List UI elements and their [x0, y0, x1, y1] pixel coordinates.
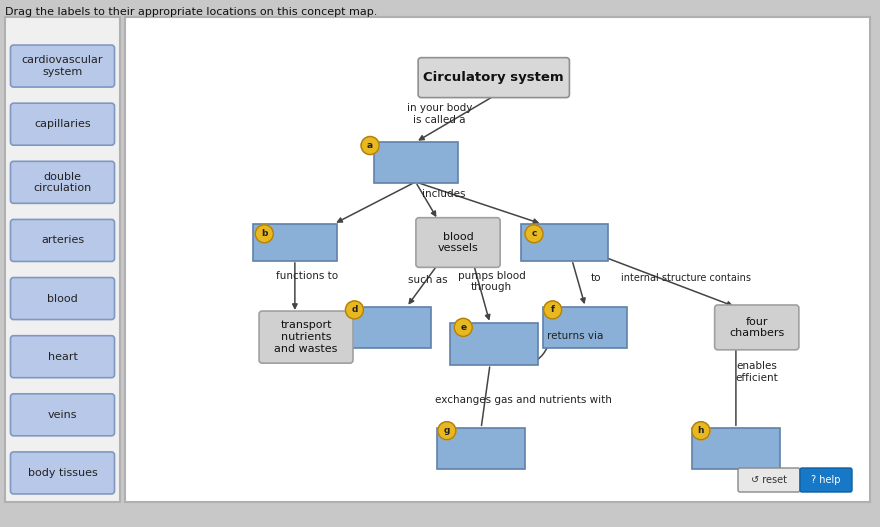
FancyBboxPatch shape — [11, 278, 114, 319]
Text: g: g — [444, 426, 450, 435]
FancyBboxPatch shape — [11, 336, 114, 378]
Text: internal structure contains: internal structure contains — [621, 273, 751, 283]
Text: Drag the labels to their appropriate locations on this concept map.: Drag the labels to their appropriate loc… — [5, 7, 378, 17]
Text: h: h — [698, 426, 704, 435]
Text: enables
efficient: enables efficient — [736, 361, 778, 383]
Text: arteries: arteries — [41, 236, 84, 246]
FancyBboxPatch shape — [11, 394, 114, 436]
Circle shape — [438, 422, 456, 440]
Text: cardiovascular
system: cardiovascular system — [22, 55, 103, 77]
FancyBboxPatch shape — [437, 428, 525, 469]
FancyBboxPatch shape — [800, 468, 852, 492]
Text: blood: blood — [48, 294, 77, 304]
Text: transport
nutrients
and wastes: transport nutrients and wastes — [275, 320, 338, 354]
FancyBboxPatch shape — [11, 452, 114, 494]
Text: a: a — [367, 141, 373, 150]
Circle shape — [361, 136, 379, 154]
Text: in your body
is called a: in your body is called a — [407, 103, 472, 125]
FancyBboxPatch shape — [253, 224, 337, 261]
FancyBboxPatch shape — [692, 428, 780, 469]
Text: pumps blood
through: pumps blood through — [458, 270, 525, 292]
FancyBboxPatch shape — [418, 57, 569, 97]
Circle shape — [346, 301, 363, 319]
FancyBboxPatch shape — [125, 17, 870, 502]
Text: ? help: ? help — [811, 475, 840, 485]
Text: b: b — [261, 229, 268, 238]
Text: veins: veins — [48, 410, 77, 420]
FancyBboxPatch shape — [521, 224, 608, 261]
Text: body tissues: body tissues — [27, 468, 98, 478]
FancyBboxPatch shape — [259, 311, 353, 363]
Text: four
chambers: four chambers — [730, 317, 784, 338]
Text: such as: such as — [407, 275, 447, 285]
Text: ↺ reset: ↺ reset — [751, 475, 787, 485]
Text: c: c — [532, 229, 537, 238]
FancyBboxPatch shape — [416, 218, 500, 267]
FancyBboxPatch shape — [738, 468, 800, 492]
FancyBboxPatch shape — [450, 324, 538, 365]
Circle shape — [454, 318, 473, 336]
FancyBboxPatch shape — [348, 307, 431, 348]
FancyBboxPatch shape — [11, 103, 114, 145]
Text: to: to — [590, 273, 601, 283]
FancyBboxPatch shape — [11, 219, 114, 261]
Circle shape — [692, 422, 710, 440]
Text: includes: includes — [422, 189, 466, 199]
Text: d: d — [351, 306, 357, 315]
FancyBboxPatch shape — [11, 45, 114, 87]
Circle shape — [525, 225, 543, 243]
Text: to: to — [458, 318, 469, 328]
FancyBboxPatch shape — [11, 161, 114, 203]
FancyBboxPatch shape — [5, 17, 120, 502]
Text: f: f — [551, 306, 554, 315]
Text: blood
vessels: blood vessels — [437, 232, 479, 253]
FancyBboxPatch shape — [374, 142, 458, 183]
Text: capillaries: capillaries — [34, 119, 91, 129]
Circle shape — [255, 225, 274, 243]
FancyBboxPatch shape — [715, 305, 799, 350]
Text: exchanges gas and nutrients with: exchanges gas and nutrients with — [435, 395, 612, 405]
Text: heart: heart — [48, 352, 77, 362]
Text: returns via: returns via — [546, 331, 603, 341]
Text: e: e — [460, 323, 466, 332]
Text: functions to: functions to — [276, 270, 339, 280]
Circle shape — [544, 301, 561, 319]
FancyBboxPatch shape — [544, 307, 627, 348]
Text: double
circulation: double circulation — [33, 171, 92, 193]
Text: Circulatory system: Circulatory system — [423, 71, 564, 84]
